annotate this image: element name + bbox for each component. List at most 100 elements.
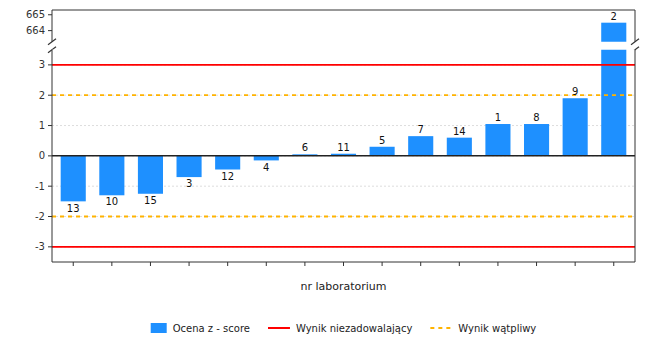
category-label: 10 — [105, 196, 118, 207]
x-tick — [73, 262, 74, 266]
plot-area — [52, 10, 635, 42]
x-tick — [382, 262, 383, 266]
x-tick — [304, 262, 305, 266]
y-tick — [48, 64, 52, 65]
reference-lines — [52, 65, 635, 247]
x-tick — [420, 262, 421, 266]
axis-line — [635, 10, 636, 42]
y-tick-label: -3 — [35, 241, 45, 252]
x-tick — [227, 262, 228, 266]
category-label: 11 — [337, 142, 350, 153]
y-tick-label: -2 — [35, 211, 45, 222]
bar — [601, 23, 626, 42]
y-tick — [48, 30, 52, 31]
bars — [61, 50, 627, 202]
legend-swatch — [151, 323, 167, 333]
category-label: 1 — [495, 112, 501, 123]
bar — [447, 138, 472, 156]
grid-line — [52, 64, 635, 65]
category-label: 6 — [302, 142, 308, 153]
legend-item: Wynik niezadowalający — [268, 323, 412, 334]
baseline — [52, 155, 635, 157]
bar — [485, 124, 510, 156]
y-tick — [48, 246, 52, 247]
bar — [99, 156, 124, 195]
bar — [563, 98, 588, 156]
category-label: 12 — [221, 171, 234, 182]
legend-label: Wynik wątpliwy — [458, 323, 536, 334]
x-tick — [266, 262, 267, 266]
category-label: 9 — [572, 86, 578, 97]
legend-item: Ocena z - score — [151, 323, 250, 334]
bar — [524, 124, 549, 156]
grid — [52, 65, 635, 247]
x-tick — [150, 262, 151, 266]
y-axis: -3 -2 -1 0 1 2 3 — [35, 59, 52, 252]
y-tick — [48, 216, 52, 217]
category-label: 14 — [453, 126, 466, 137]
grid-line — [52, 95, 635, 96]
legend-label: Ocena z - score — [173, 323, 250, 334]
break-mark — [631, 39, 639, 45]
legend-swatch — [268, 327, 290, 329]
bars — [601, 23, 626, 42]
reference-line — [52, 94, 635, 96]
frame — [52, 50, 635, 262]
y-tick — [48, 125, 52, 126]
y-tick-label: -1 — [35, 181, 45, 192]
grid-line — [52, 216, 635, 217]
grid-line — [52, 155, 635, 156]
x-tick — [343, 262, 344, 266]
y-tick-label: 665 — [26, 9, 45, 20]
category-label: 2 — [611, 11, 617, 22]
category-label: 7 — [418, 124, 424, 135]
category-label: 4 — [263, 162, 269, 173]
bar — [215, 156, 240, 170]
y-tick — [48, 14, 52, 15]
y-tick-label: 3 — [39, 59, 45, 70]
y-tick-label: 1 — [39, 120, 45, 131]
x-tick — [189, 262, 190, 266]
category-label: 5 — [379, 135, 385, 146]
bar — [370, 147, 395, 156]
x-tick — [575, 262, 576, 266]
category-label: 8 — [533, 112, 539, 123]
grid-line — [52, 246, 635, 247]
bar — [408, 136, 433, 156]
y-axis: 664665 — [26, 9, 52, 36]
reference-line — [52, 216, 635, 218]
axis-line — [52, 10, 635, 11]
plot-area — [52, 50, 635, 262]
y-tick — [48, 186, 52, 187]
category-label: 3 — [186, 178, 192, 189]
x-tick — [613, 262, 614, 266]
bar — [177, 156, 202, 177]
legend: Ocena z - score Wynik niezadowalający Wyni… — [151, 323, 537, 334]
y-tick-label: 0 — [39, 150, 45, 161]
x-tick — [111, 262, 112, 266]
category-label: 15 — [144, 195, 157, 206]
bar-labels: 13 10 15 3 12 4 6 11 5 7 14 1 8 9 — [67, 86, 578, 213]
legend-label: Wynik niezadowalający — [296, 323, 412, 334]
legend-swatch — [430, 327, 452, 329]
x-axis-label: nr laboratorium — [300, 280, 386, 293]
x-axis — [73, 262, 614, 266]
reference-line — [52, 246, 635, 248]
category-label: 13 — [67, 203, 80, 214]
bar — [61, 156, 86, 201]
y-tick — [48, 95, 52, 96]
reference-line — [52, 64, 635, 66]
break-mark — [48, 39, 56, 45]
x-tick — [497, 262, 498, 266]
x-tick — [459, 262, 460, 266]
legend-item: Wynik wątpliwy — [430, 323, 536, 334]
x-tick — [536, 262, 537, 266]
y-tick-label: 664 — [26, 25, 45, 36]
chart: 6646652-3-2-1012313101531246115714189nr … — [0, 0, 650, 350]
frame — [52, 10, 635, 42]
axis-line — [635, 50, 636, 262]
bar — [138, 156, 163, 194]
bar-labels: 2 — [611, 11, 617, 22]
y-tick — [48, 155, 52, 156]
y-tick-label: 2 — [39, 90, 45, 101]
